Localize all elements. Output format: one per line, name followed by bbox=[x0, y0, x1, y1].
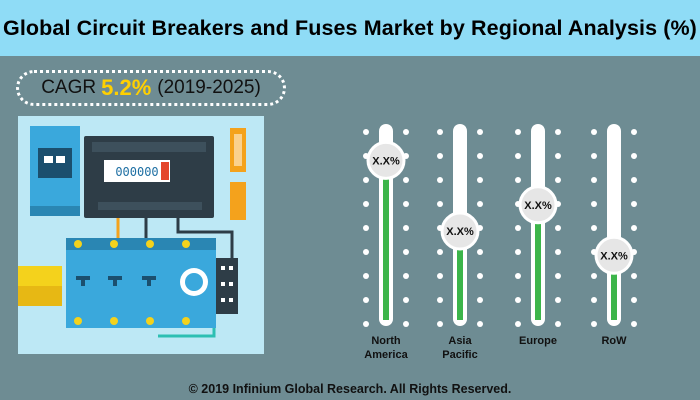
category-label: Pacific bbox=[442, 349, 477, 361]
track-dot bbox=[591, 201, 597, 207]
track-dot bbox=[591, 321, 597, 327]
track-dot bbox=[363, 297, 369, 303]
track-dot bbox=[437, 177, 443, 183]
title-bar: Global Circuit Breakers and Fuses Market… bbox=[0, 0, 700, 56]
track-dot bbox=[403, 249, 409, 255]
track-dot bbox=[591, 225, 597, 231]
track-dot bbox=[591, 297, 597, 303]
chart-title: Global Circuit Breakers and Fuses Market… bbox=[3, 15, 697, 40]
track-dot bbox=[363, 129, 369, 135]
track-dot bbox=[555, 321, 561, 327]
track-dot bbox=[477, 321, 483, 327]
track-dot bbox=[631, 273, 637, 279]
track-dot bbox=[631, 201, 637, 207]
data-label: X.X% bbox=[446, 226, 474, 238]
track-dot bbox=[403, 201, 409, 207]
cagr-label: CAGR bbox=[41, 77, 97, 98]
electrical-panel-illustration: 000000 bbox=[18, 116, 264, 354]
track-dot bbox=[631, 321, 637, 327]
track-dot bbox=[477, 249, 483, 255]
track-dot bbox=[363, 273, 369, 279]
track-dot bbox=[591, 153, 597, 159]
value-knob-asia-pacific bbox=[440, 211, 480, 251]
track-dot bbox=[631, 297, 637, 303]
track-dot bbox=[515, 297, 521, 303]
cagr-badge: CAGR 5.2% (2019-2025) bbox=[16, 70, 286, 106]
track-dot bbox=[403, 129, 409, 135]
data-label: X.X% bbox=[600, 250, 628, 262]
track-dot bbox=[437, 249, 443, 255]
track-dot bbox=[477, 177, 483, 183]
track-dot bbox=[515, 177, 521, 183]
track-dot bbox=[515, 153, 521, 159]
track-dot bbox=[403, 321, 409, 327]
cagr-period: (2019-2025) bbox=[157, 77, 261, 98]
track-dot bbox=[591, 129, 597, 135]
track-dot bbox=[515, 321, 521, 327]
track-dot bbox=[477, 273, 483, 279]
data-label: X.X% bbox=[524, 200, 552, 212]
meter-readout: 000000 bbox=[115, 165, 158, 179]
track-dot bbox=[555, 225, 561, 231]
track-dot bbox=[477, 201, 483, 207]
value-knob-row bbox=[594, 235, 634, 275]
value-knob-north-america bbox=[366, 140, 406, 180]
bar-europe bbox=[535, 204, 541, 320]
track-dot bbox=[403, 297, 409, 303]
track-dot bbox=[403, 273, 409, 279]
category-label: RoW bbox=[601, 335, 627, 347]
track-dot bbox=[555, 249, 561, 255]
bar-north-america bbox=[383, 160, 389, 320]
track-dot bbox=[477, 297, 483, 303]
track-dot bbox=[631, 129, 637, 135]
bar-row bbox=[611, 255, 617, 320]
track-dot bbox=[363, 225, 369, 231]
bar-asia-pacific bbox=[457, 231, 463, 320]
track-row bbox=[607, 124, 621, 326]
track-dot bbox=[555, 153, 561, 159]
data-label: X.X% bbox=[372, 155, 400, 167]
track-dot bbox=[437, 153, 443, 159]
copyright-footer: © 2019 Infinium Global Research. All Rig… bbox=[188, 382, 512, 396]
track-dot bbox=[591, 273, 597, 279]
value-knob-europe bbox=[518, 185, 558, 225]
track-dot bbox=[437, 297, 443, 303]
track-dot bbox=[515, 249, 521, 255]
track-dot bbox=[555, 177, 561, 183]
category-label: America bbox=[364, 349, 408, 361]
track-dot bbox=[437, 201, 443, 207]
track-dot bbox=[437, 129, 443, 135]
track-dot bbox=[363, 249, 369, 255]
track-dot bbox=[477, 129, 483, 135]
track-dot bbox=[515, 225, 521, 231]
track-dot bbox=[403, 177, 409, 183]
track-dot bbox=[515, 273, 521, 279]
track-dot bbox=[591, 177, 597, 183]
track-dot bbox=[363, 201, 369, 207]
track-dot bbox=[437, 321, 443, 327]
track-dot bbox=[477, 153, 483, 159]
track-dot bbox=[363, 321, 369, 327]
track-dot bbox=[437, 273, 443, 279]
track-dot bbox=[555, 129, 561, 135]
cagr-value: 5.2% bbox=[101, 75, 152, 100]
track-dot bbox=[403, 225, 409, 231]
track-dot bbox=[631, 153, 637, 159]
track-dot bbox=[515, 129, 521, 135]
track-dot bbox=[555, 297, 561, 303]
category-label: Europe bbox=[519, 335, 557, 347]
track-dot bbox=[363, 177, 369, 183]
track-dot bbox=[631, 177, 637, 183]
track-dot bbox=[631, 225, 637, 231]
category-label: Asia bbox=[448, 335, 472, 347]
track-dot bbox=[555, 273, 561, 279]
category-label: North bbox=[371, 335, 401, 347]
